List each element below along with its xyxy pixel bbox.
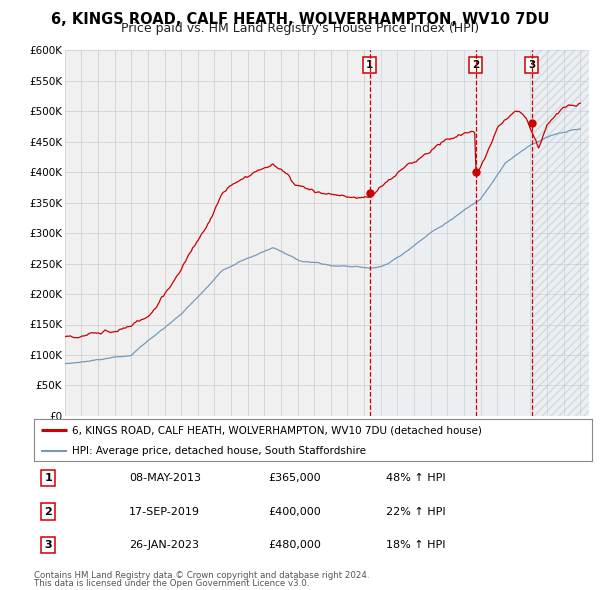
Text: Contains HM Land Registry data © Crown copyright and database right 2024.: Contains HM Land Registry data © Crown c… [34, 571, 370, 579]
Text: 17-SEP-2019: 17-SEP-2019 [129, 507, 200, 517]
Text: 2: 2 [44, 507, 52, 517]
Text: 22% ↑ HPI: 22% ↑ HPI [386, 507, 445, 517]
Text: 26-JAN-2023: 26-JAN-2023 [129, 540, 199, 550]
Text: 08-MAY-2013: 08-MAY-2013 [129, 473, 201, 483]
Text: 2: 2 [472, 60, 479, 70]
Text: £480,000: £480,000 [269, 540, 322, 550]
Text: £400,000: £400,000 [269, 507, 322, 517]
Text: HPI: Average price, detached house, South Staffordshire: HPI: Average price, detached house, Sout… [72, 446, 366, 455]
Text: 48% ↑ HPI: 48% ↑ HPI [386, 473, 445, 483]
Text: 3: 3 [528, 60, 535, 70]
Bar [370, 50, 589, 416]
Text: 6, KINGS ROAD, CALF HEATH, WOLVERHAMPTON, WV10 7DU: 6, KINGS ROAD, CALF HEATH, WOLVERHAMPTON… [51, 12, 549, 27]
Bar [532, 50, 589, 416]
Text: 6, KINGS ROAD, CALF HEATH, WOLVERHAMPTON, WV10 7DU (detached house): 6, KINGS ROAD, CALF HEATH, WOLVERHAMPTON… [72, 425, 482, 435]
Text: 1: 1 [367, 60, 374, 70]
Text: Price paid vs. HM Land Registry's House Price Index (HPI): Price paid vs. HM Land Registry's House … [121, 22, 479, 35]
Text: 18% ↑ HPI: 18% ↑ HPI [386, 540, 445, 550]
Bar [532, 50, 589, 416]
Text: 3: 3 [44, 540, 52, 550]
Text: This data is licensed under the Open Government Licence v3.0.: This data is licensed under the Open Gov… [34, 579, 310, 588]
Text: £365,000: £365,000 [269, 473, 321, 483]
Text: 1: 1 [44, 473, 52, 483]
